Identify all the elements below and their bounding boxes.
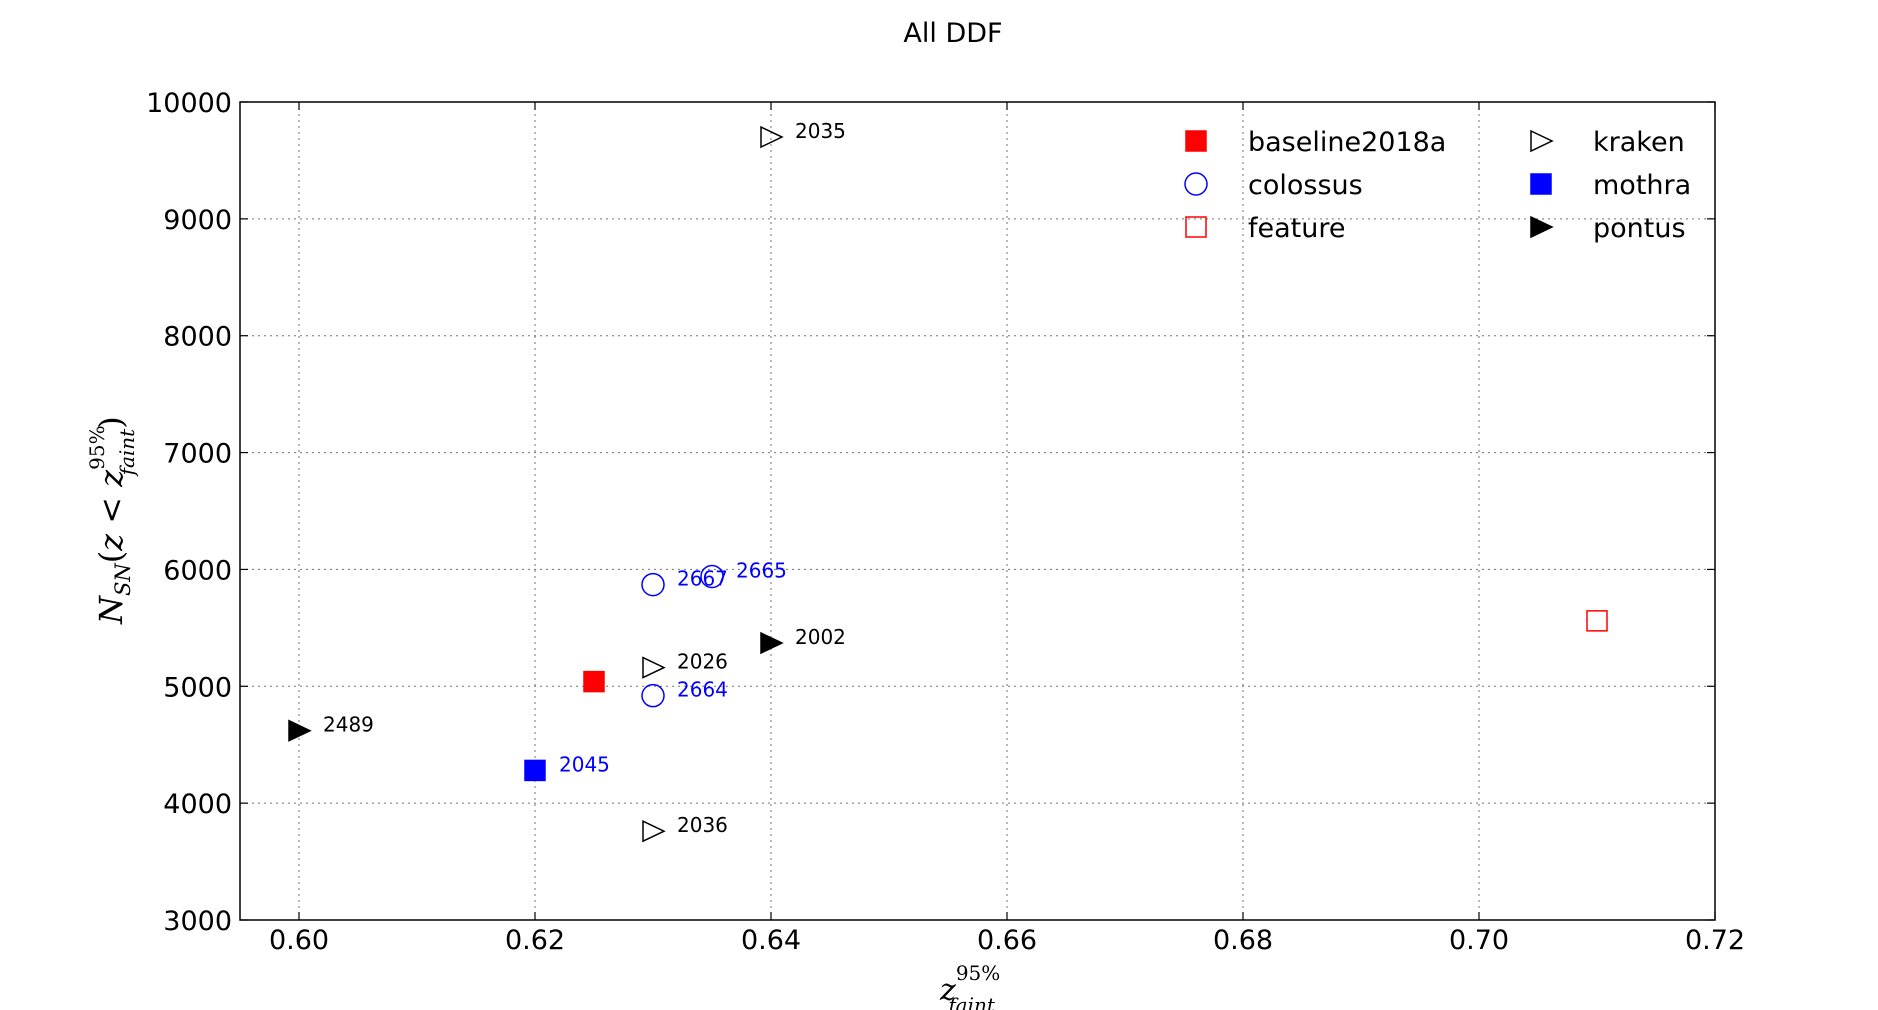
point-label: 2035 — [795, 119, 846, 143]
y-tick-label: 5000 — [163, 672, 232, 703]
point-baseline2018a — [583, 670, 605, 693]
point-label: 2036 — [677, 813, 728, 837]
x-tick-label: 0.62 — [505, 925, 565, 956]
point-label: 2026 — [677, 650, 728, 674]
legend-label-pontus: pontus — [1593, 213, 1686, 244]
x-tick-label: 0.66 — [977, 925, 1037, 956]
legend: baseline2018a colossus feature kraken mothra… — [1184, 127, 1691, 244]
point-kraken — [642, 820, 666, 843]
point-kraken — [642, 656, 666, 679]
legend-marker-mothra — [1530, 173, 1552, 195]
legend-label-baseline2018a: baseline2018a — [1248, 127, 1446, 158]
x-tick-label: 0.60 — [269, 925, 329, 956]
y-axis-label: NSN(z < z95% faint) — [85, 416, 139, 625]
y-tick-label: 4000 — [163, 789, 232, 820]
point-pontus — [760, 631, 784, 655]
point-label: 2664 — [677, 678, 728, 702]
point-colossus — [641, 683, 665, 708]
y-tick-label: 8000 — [163, 322, 232, 353]
point-colossus — [641, 572, 665, 597]
x-tick-label: 0.72 — [1685, 925, 1745, 956]
axis-ticks: 0.60 0.62 0.64 0.66 0.68 0.70 0.72 3000 4000 5000… — [146, 88, 1745, 956]
plot-frame — [239, 101, 1716, 921]
point-feature — [1586, 610, 1608, 632]
svg-text:NSN(z < z95%faint): NSN(z < z95% faint) — [85, 416, 139, 625]
legend-marker-baseline2018a — [1185, 130, 1207, 152]
point-label: 2489 — [323, 713, 374, 737]
x-tick-label: 0.70 — [1449, 925, 1509, 956]
x-tick-label: 0.64 — [741, 925, 801, 956]
x-axis-label: z95% faint — [939, 961, 1000, 1010]
y-tick-label: 7000 — [163, 439, 232, 470]
point-colossus — [700, 564, 724, 589]
legend-label-feature: feature — [1248, 213, 1345, 244]
point-label: 2045 — [559, 752, 610, 776]
point-mothra — [524, 759, 546, 782]
legend-label-mothra: mothra — [1593, 170, 1691, 201]
legend-marker-feature — [1185, 216, 1207, 238]
point-kraken — [760, 125, 784, 149]
point-pontus — [288, 719, 312, 742]
legend-marker-pontus — [1530, 215, 1554, 239]
y-tick-label: 3000 — [163, 906, 232, 937]
point-label: 2665 — [736, 558, 787, 582]
legend-label-colossus: colossus — [1248, 170, 1363, 201]
legend-marker-colossus — [1184, 172, 1208, 196]
legend-marker-kraken — [1530, 129, 1554, 153]
point-label: 2002 — [795, 625, 846, 649]
chart-title: All DDF — [903, 18, 1002, 49]
y-tick-label: 10000 — [146, 88, 232, 119]
x-tick-label: 0.68 — [1213, 925, 1273, 956]
y-tick-label: 6000 — [163, 555, 232, 586]
grid-lines — [240, 101, 1716, 921]
legend-label-kraken: kraken — [1593, 127, 1685, 158]
y-tick-label: 9000 — [163, 205, 232, 236]
